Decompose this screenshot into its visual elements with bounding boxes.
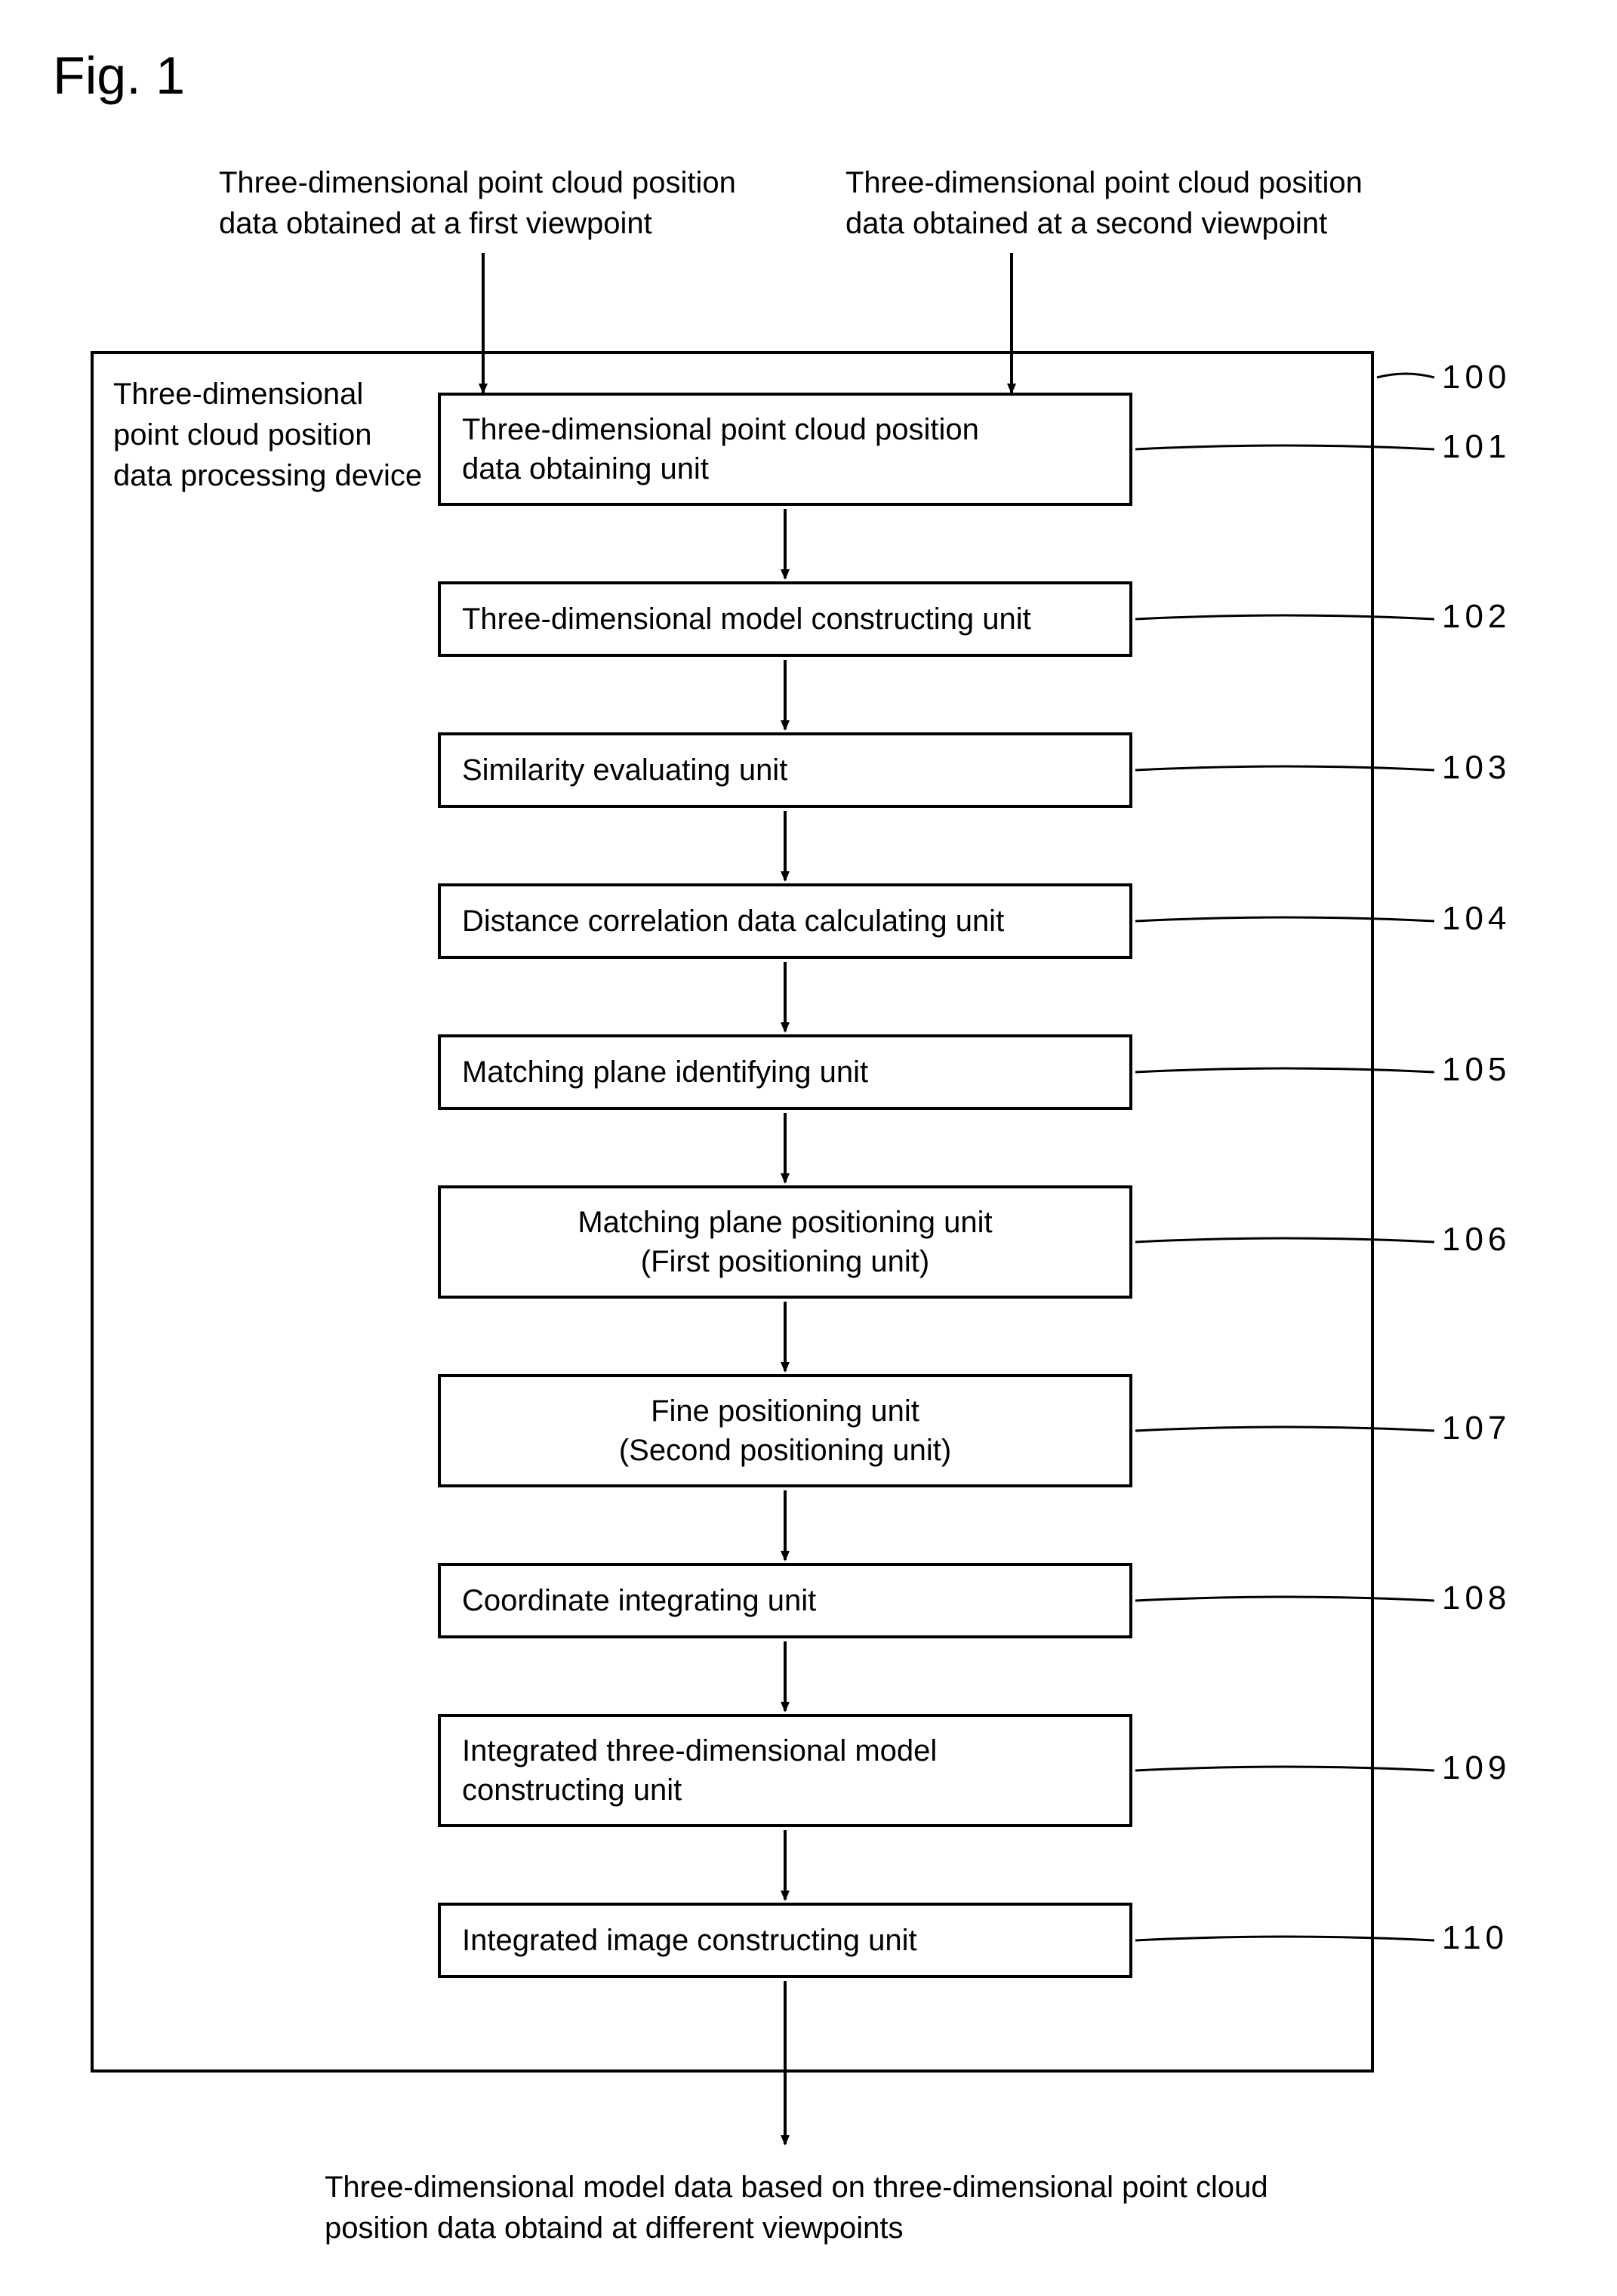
container-label: Three-dimensional point cloud position d…: [113, 374, 430, 496]
unit-ref-number: 104: [1442, 900, 1511, 938]
unit-label-line: (First positioning unit): [578, 1242, 992, 1281]
unit-box-108: Coordinate integrating unit: [438, 1563, 1132, 1638]
input-label-first-viewpoint: Three-dimensional point cloud position d…: [219, 162, 778, 244]
unit-box-109: Integrated three-dimensional modelconstr…: [438, 1714, 1132, 1827]
container-ref-number: 100: [1442, 359, 1511, 396]
unit-ref-number: 105: [1442, 1051, 1511, 1089]
unit-ref-number: 110: [1442, 1919, 1508, 1957]
unit-label-line: Three-dimensional model constructing uni…: [462, 599, 1031, 639]
unit-box-106: Matching plane positioning unit(First po…: [438, 1185, 1132, 1299]
unit-label-line: constructing unit: [462, 1771, 937, 1810]
unit-label-line: data obtaining unit: [462, 449, 979, 488]
unit-label-line: Matching plane identifying unit: [462, 1052, 868, 1092]
unit-box-104: Distance correlation data calculating un…: [438, 883, 1132, 959]
unit-box-110: Integrated image constructing unit: [438, 1903, 1132, 1978]
unit-ref-number: 101: [1442, 428, 1511, 466]
unit-label-line: Matching plane positioning unit: [578, 1203, 992, 1242]
input-label-second-viewpoint: Three-dimensional point cloud position d…: [845, 162, 1419, 244]
output-label: Three-dimensional model data based on th…: [325, 2167, 1336, 2248]
unit-label-line: Three-dimensional point cloud position: [462, 410, 979, 449]
unit-label-line: Integrated three-dimensional model: [462, 1731, 937, 1771]
unit-box-102: Three-dimensional model constructing uni…: [438, 581, 1132, 657]
unit-label-line: Similarity evaluating unit: [462, 750, 787, 790]
unit-label-line: Distance correlation data calculating un…: [462, 901, 1004, 941]
unit-box-107: Fine positioning unit(Second positioning…: [438, 1374, 1132, 1487]
unit-box-103: Similarity evaluating unit: [438, 732, 1132, 808]
unit-label-line: Coordinate integrating unit: [462, 1581, 816, 1620]
unit-box-105: Matching plane identifying unit: [438, 1034, 1132, 1110]
unit-ref-number: 109: [1442, 1749, 1511, 1787]
unit-label-line: Fine positioning unit: [619, 1391, 951, 1431]
unit-ref-number: 103: [1442, 749, 1511, 787]
unit-ref-number: 106: [1442, 1221, 1511, 1259]
unit-ref-number: 108: [1442, 1579, 1511, 1617]
unit-ref-number: 102: [1442, 598, 1511, 636]
unit-box-101: Three-dimensional point cloud positionda…: [438, 393, 1132, 506]
unit-ref-number: 107: [1442, 1410, 1511, 1447]
unit-label-line: Integrated image constructing unit: [462, 1921, 917, 1960]
figure-title: Fig. 1: [53, 45, 185, 106]
unit-label-line: (Second positioning unit): [619, 1431, 951, 1470]
